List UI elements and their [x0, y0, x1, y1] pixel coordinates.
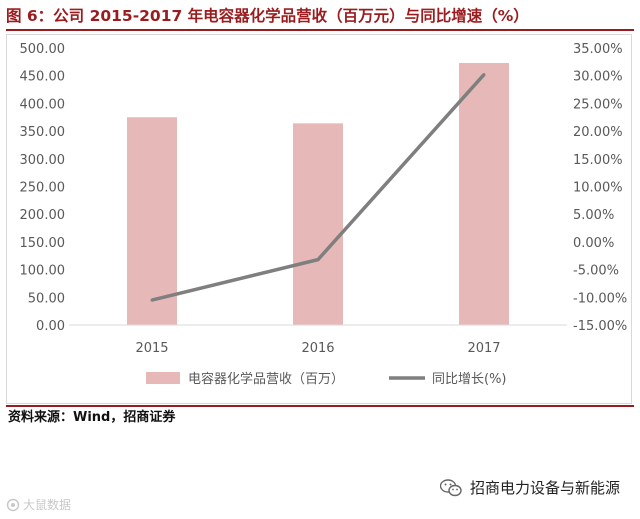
legend-swatch-revenue	[146, 372, 180, 384]
chart-area: 0.00 50.00 100.00 150.00 200.00 250.00 300.00 3…	[6, 34, 632, 404]
y-right-tick-label: 10.00%	[573, 181, 623, 196]
y-right-tick-label: 30.00%	[573, 70, 623, 85]
y-left-tick-label: 0.00	[36, 319, 65, 334]
y-right-tick-label: -10.00%	[573, 291, 627, 306]
revenue-bar	[459, 62, 509, 325]
growth-point	[482, 73, 486, 77]
y-right-tick-label: 15.00%	[573, 153, 623, 168]
watermark-left-text: 大鼠数据	[23, 498, 72, 512]
revenue-bar	[127, 117, 177, 325]
title-divider	[6, 29, 634, 31]
y-left-tick-label: 150.00	[20, 236, 66, 251]
chart-title: 图 6：公司 2015-2017 年电容器化学品营收（百万元）与同比增速（%）	[6, 7, 529, 25]
y-right-tick-label: 5.00%	[573, 208, 614, 223]
legend-label-revenue: 电容器化学品营收（百万）	[188, 371, 344, 387]
y-left-tick-label: 200.00	[20, 208, 66, 223]
y-left-tick-label: 400.00	[20, 97, 66, 112]
wechat-account-name: 招商电力设备与新能源	[469, 479, 620, 497]
x-tick-label: 2015	[135, 341, 168, 356]
y-left-tick-label: 450.00	[20, 70, 66, 85]
wechat-account: 招商电力设备与新能源	[439, 477, 620, 498]
watermark-logo-icon	[6, 498, 20, 511]
combo-chart: 0.00 50.00 100.00 150.00 200.00 250.00 300.00 3…	[20, 42, 628, 387]
y-left-tick-label: 250.00	[20, 181, 66, 196]
wechat-icon	[439, 478, 462, 496]
y-right-tick-label: 20.00%	[573, 125, 623, 140]
y-right-tick-label: -15.00%	[573, 319, 627, 334]
y-right-tick-label: 35.00%	[573, 42, 623, 57]
source-divider	[6, 405, 634, 407]
y-right-tick-label: -5.00%	[573, 264, 619, 279]
growth-point	[316, 258, 320, 262]
y-right-tick-label: 0.00%	[573, 236, 614, 251]
legend-label-growth: 同比增长(%)	[432, 372, 507, 387]
y-left-tick-label: 50.00	[28, 291, 65, 306]
y-left-tick-label: 350.00	[20, 125, 66, 140]
y-left-tick-label: 500.00	[20, 42, 66, 57]
x-tick-label: 2016	[301, 341, 334, 356]
revenue-bar	[293, 123, 343, 326]
growth-point	[150, 298, 154, 302]
source-note: 资料来源：Wind，招商证券	[8, 410, 176, 425]
y-right-tick-label: 25.00%	[573, 97, 623, 112]
watermark-left: 大鼠数据	[6, 496, 71, 513]
y-left-tick-label: 300.00	[20, 153, 66, 168]
x-tick-label: 2017	[467, 341, 500, 356]
y-left-tick-label: 100.00	[20, 264, 66, 279]
